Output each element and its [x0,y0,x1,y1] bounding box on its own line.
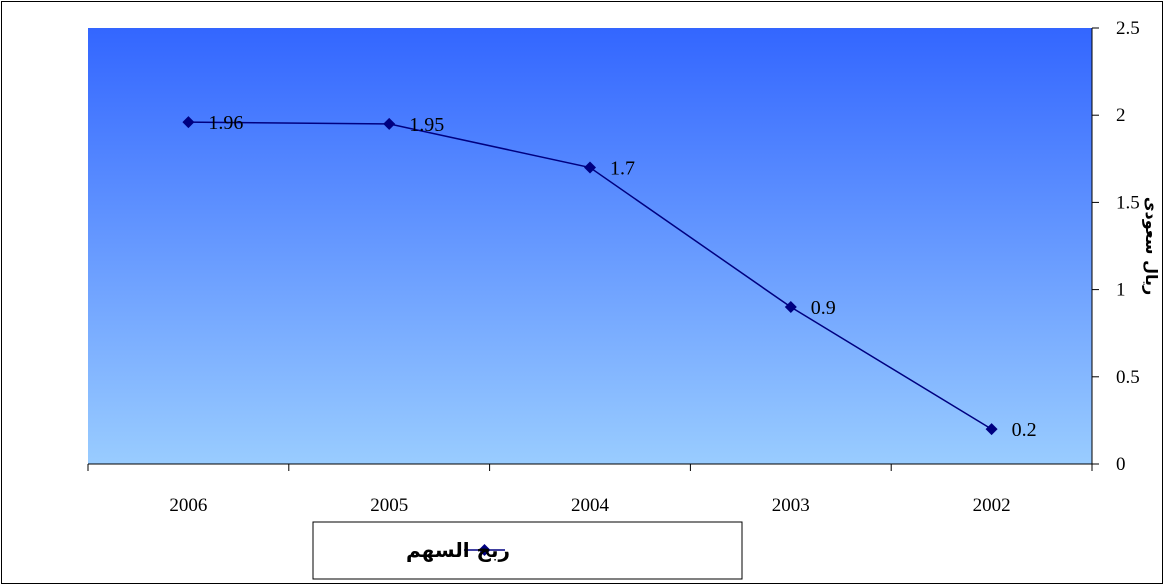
data-point-marker [784,301,797,314]
legend-label: ربح السهم [406,538,510,562]
data-label: 1.96 [208,112,243,134]
data-labels: 1.96 1.95 1.7 0.9 0.2 [208,112,1036,441]
x-tick-label: 2004 [571,495,610,516]
legend: ربح السهم [312,521,743,580]
data-label: 0.2 [1012,419,1037,441]
y-axis-title: ريال سعودى [1142,197,1161,295]
legend-box [312,521,743,580]
legend-diamond-icon [478,544,491,556]
y-tick-label: 2.5 [1116,18,1140,39]
x-tick-label: 2003 [772,495,810,516]
y-tick-label: 2 [1116,105,1126,126]
x-axis: 2006 2005 2004 2003 2002 [87,463,1093,516]
data-label: 1.7 [610,158,635,180]
data-point-marker [182,116,195,129]
data-point-marker [985,423,998,436]
y-tick-label: 1.5 [1116,192,1140,213]
data-point-marker [383,117,396,130]
data-label: 1.95 [409,114,444,136]
data-label: 0.9 [811,297,836,319]
y-tick-label: 0 [1116,454,1126,475]
data-point-marker [584,161,596,174]
x-tick-label: 2002 [973,495,1011,516]
x-tick-label: 2005 [370,495,408,516]
series-markers [182,116,998,436]
x-tick-label: 2006 [169,495,207,516]
y-axis: 0 0.5 1 1.5 2 2.5 [1091,18,1140,475]
y-tick-label: 0.5 [1116,367,1140,388]
plot-area [88,28,1092,464]
y-tick-label: 1 [1116,280,1126,301]
